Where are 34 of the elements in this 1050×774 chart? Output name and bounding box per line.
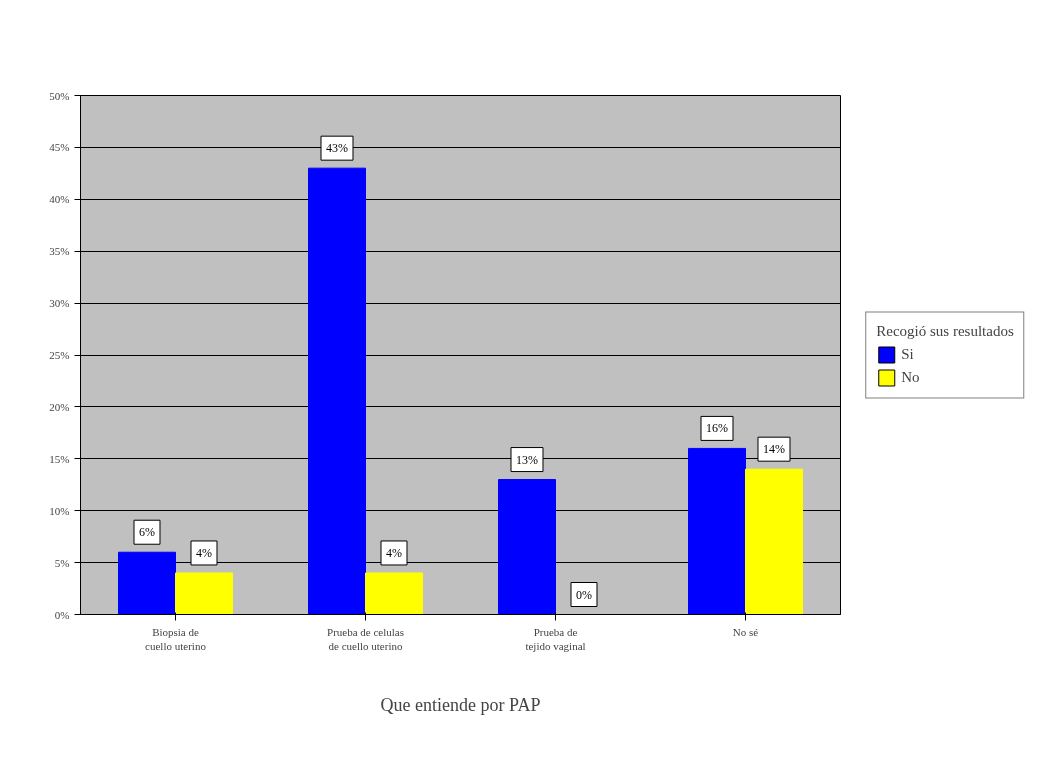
y-tick-label: 25% (49, 349, 70, 361)
x-tick-label: Prueba de celulas de cuello uterino (327, 625, 404, 652)
y-tick-label: 20% (49, 400, 70, 413)
bar (498, 479, 556, 615)
data-label: 6% (139, 525, 155, 540)
legend-title: Recogió sus resultados (876, 322, 1014, 339)
bar (118, 551, 176, 615)
x-tick-label: Biopsia de cuello uterino (145, 625, 207, 652)
bar (365, 572, 423, 615)
y-tick-label: 30% (49, 297, 70, 310)
y-tick-label: 45% (49, 141, 70, 154)
data-label: 13% (516, 452, 538, 467)
x-tick-label: Prueba de tejido vaginal (525, 625, 586, 652)
y-tick-label: 0% (54, 608, 70, 621)
data-label: 16% (706, 421, 728, 436)
x-tick-label: No sé (732, 625, 759, 638)
bar (308, 167, 366, 615)
data-label: 4% (386, 545, 402, 560)
data-label: 43% (326, 141, 348, 156)
legend-label: No (901, 368, 921, 386)
bar (688, 447, 746, 615)
y-tick-label: 15% (49, 452, 70, 465)
bar (175, 572, 233, 615)
y-tick-label: 50% (49, 89, 70, 102)
y-tick-label: 5% (54, 556, 70, 569)
y-tick-label: 35% (49, 245, 70, 258)
data-label: 14% (763, 442, 785, 457)
y-tick-label: 40% (49, 193, 70, 206)
x-axis-title: Que entiende por PAP (380, 694, 541, 715)
y-tick-label: 10% (49, 504, 70, 517)
legend-label: Si (901, 345, 915, 363)
bar (745, 468, 803, 615)
data-label: 0% (576, 587, 592, 602)
data-label: 4% (196, 545, 212, 560)
